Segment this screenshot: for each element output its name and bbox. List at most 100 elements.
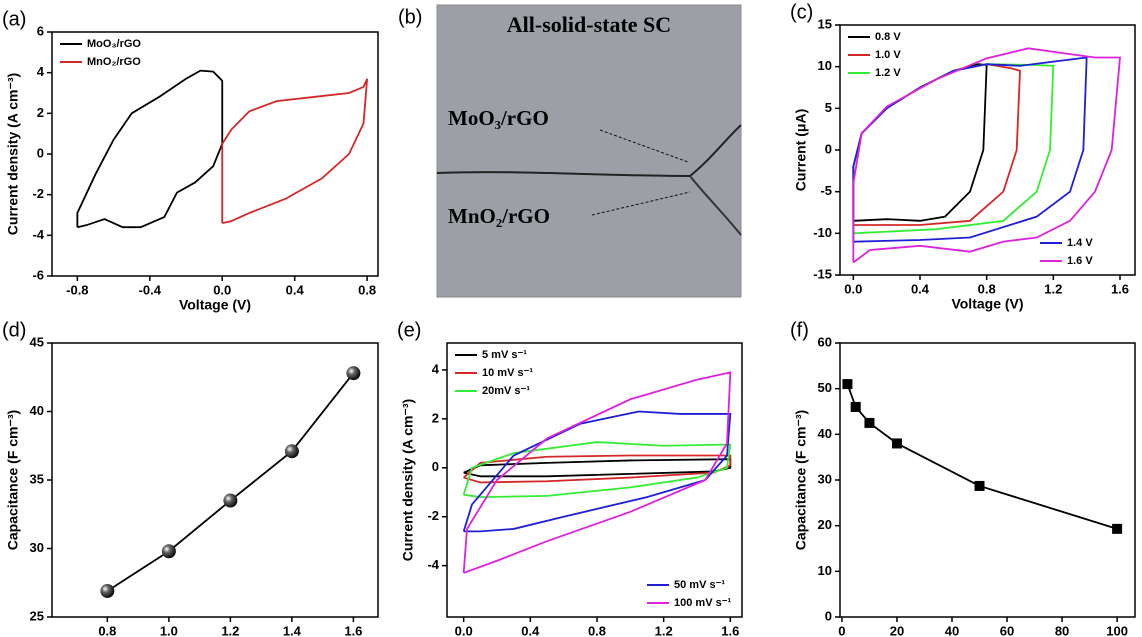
y-tick-label: 45	[30, 334, 44, 349]
x-tick-label: 0.0	[844, 281, 862, 296]
photo-label: MnO₂/rGO	[448, 204, 550, 228]
legend-label: 5 mV s⁻¹	[482, 349, 527, 361]
x-tick-label: 20	[890, 623, 904, 637]
series-line	[221, 78, 369, 225]
x-tick-label: 1.2	[655, 623, 673, 637]
photo-label: MoO₃/rGO	[448, 106, 549, 130]
chart: (e)0.00.40.81.21.6-4-2024Voltage (V)Curr…	[397, 319, 743, 637]
legend-label: 100 mV s⁻¹	[674, 597, 732, 609]
marker	[346, 366, 361, 381]
x-tick-label: 1.6	[1111, 281, 1129, 296]
y-tick-label: 30	[818, 471, 832, 486]
panel-label: (f)	[790, 319, 809, 341]
x-tick-label: 80	[1055, 623, 1069, 637]
y-tick-label: 35	[30, 471, 44, 486]
panel-label: (e)	[397, 319, 421, 341]
x-tick-label: 40	[945, 623, 959, 637]
x-tick-label: 1.4	[283, 623, 302, 637]
y-axis-label: Capacitance (F cm⁻³)	[5, 410, 21, 550]
y-tick-label: 6	[37, 23, 44, 38]
series-line	[852, 63, 1021, 226]
chart: (a) -0.8 -0.4 0.0 0.4 0.8 -6 -4 -2 0 2 4 6 Voltage (V…	[2, 8, 379, 313]
y-tick-label: -2	[427, 508, 439, 523]
marker	[161, 544, 176, 559]
x-tick-label: 1.2	[221, 623, 239, 637]
y-tick-label: 10	[818, 563, 832, 578]
y-axis-label: Capacitance (F cm⁻³)	[793, 410, 809, 550]
plot-frame	[839, 24, 1136, 276]
x-tick-label: 0.4	[911, 281, 930, 296]
series-line	[463, 454, 732, 484]
x-tick-label: 1.6	[721, 623, 739, 637]
y-tick-label: 0	[825, 141, 832, 156]
y-tick-label: 0	[825, 608, 832, 623]
panel-label: (b)	[398, 6, 422, 28]
series-line	[462, 410, 732, 533]
y-tick-label: 2	[37, 105, 44, 120]
photo	[437, 5, 741, 297]
x-tick-label: -0.4	[139, 282, 162, 297]
y-tick-label: 50	[818, 380, 832, 395]
chart: (c) 0.0 0.4 0.8 1.2 1.6 -15 -10 -5 0 5 10 15 Voltage …	[790, 1, 1136, 312]
legend-label: 50 mV s⁻¹	[674, 579, 725, 591]
x-tick-label: 0.8	[588, 623, 606, 637]
y-tick-label: -4	[427, 557, 439, 572]
x-tick-label: 0.8	[978, 281, 996, 296]
photo-panel: (b) All-solid-state SC MoO₃/rGO MnO₂/rGO	[398, 4, 742, 298]
y-tick-label: 40	[30, 403, 44, 418]
y-tick-label: 4	[37, 64, 45, 79]
x-tick-label: 0	[838, 623, 845, 637]
y-axis-label: Current density (A cm⁻³)	[5, 73, 21, 235]
x-tick-label: 0.8	[358, 282, 376, 297]
marker	[850, 401, 861, 412]
y-tick-label: 10	[818, 58, 832, 73]
y-tick-label: -15	[813, 266, 832, 281]
marker	[891, 438, 902, 449]
plot-frame	[51, 342, 379, 618]
y-tick-label: -5	[820, 183, 832, 198]
series-line	[852, 56, 1088, 243]
y-axis-label: Current density (A cm⁻³)	[400, 399, 416, 561]
legend-label: 1.2 V	[875, 67, 901, 79]
arrow	[599, 129, 689, 163]
legend-label: MoO₃/rGO	[87, 38, 141, 50]
x-tick-label: 100	[1106, 623, 1128, 637]
x-tick-label: 60	[1000, 623, 1014, 637]
marker	[223, 493, 238, 508]
y-tick-label: 0	[37, 145, 44, 160]
series-line	[463, 458, 732, 478]
plot-frame	[446, 342, 743, 618]
legend-label: 10 mV s⁻¹	[482, 367, 533, 379]
chart: (f)0204060801000102030405060Scan rate (m…	[790, 319, 1136, 637]
y-tick-label: 30	[30, 540, 44, 555]
y-tick-label: 5	[825, 100, 832, 115]
y-axis-label: Current (μA)	[793, 109, 809, 191]
y-tick-label: 2	[432, 410, 439, 425]
y-tick-label: -4	[32, 227, 44, 242]
marker	[864, 417, 875, 428]
marker	[100, 583, 115, 598]
x-tick-label: 0.4	[521, 623, 540, 637]
marker	[284, 444, 299, 459]
y-tick-label: 60	[818, 334, 832, 349]
legend-label: 20mV s⁻¹	[482, 385, 530, 397]
plot-frame	[839, 342, 1136, 618]
legend-label: 1.0 V	[875, 49, 901, 61]
series-line	[846, 383, 1118, 530]
marker	[1112, 523, 1123, 534]
panel-label: (c)	[790, 1, 813, 23]
x-tick-label: 0.0	[213, 282, 231, 297]
y-tick-label: -6	[32, 267, 44, 282]
y-tick-label: 20	[818, 517, 832, 532]
x-tick-label: 1.6	[344, 623, 362, 637]
x-tick-label: 1.0	[160, 623, 178, 637]
series-line	[106, 372, 355, 592]
legend-label: 1.6 V	[1067, 255, 1093, 267]
panel-label: (d)	[2, 319, 26, 341]
x-tick-label: 0.0	[455, 623, 473, 637]
y-tick-label: 0	[432, 459, 439, 474]
photo-frame	[436, 4, 742, 298]
film-edge	[436, 124, 742, 178]
x-axis-label: Voltage (V)	[951, 296, 1023, 312]
